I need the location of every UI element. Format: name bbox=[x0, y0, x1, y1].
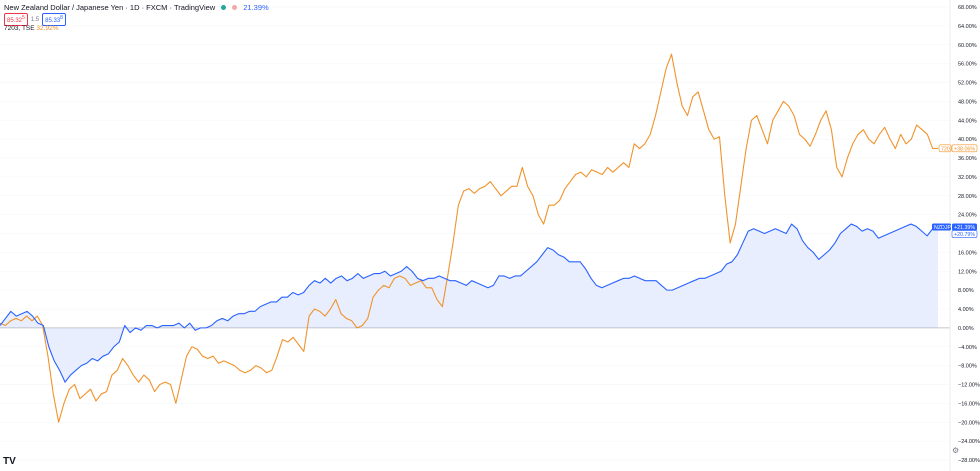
y-tick-label: 8.00% bbox=[958, 288, 974, 294]
settings-icon[interactable]: ⚙ bbox=[952, 446, 960, 455]
toyota-value-tag-text: +38.06% bbox=[954, 146, 975, 152]
y-tick-label: 0.00% bbox=[958, 326, 974, 332]
nzdjpy-symbol-tag-text: NZDJPY bbox=[934, 225, 955, 231]
tradingview-logo-icon[interactable]: TV bbox=[3, 456, 16, 467]
y-tick-label: −12.00% bbox=[958, 383, 980, 389]
market-status-icon bbox=[221, 5, 227, 10]
y-tick-label: 56.00% bbox=[958, 62, 977, 68]
y-tick-label: 40.00% bbox=[958, 137, 977, 143]
nzdjpy-second-tag-text: +20.79% bbox=[954, 232, 975, 238]
chart-header: New Zealand Dollar / Japanese Yen · 1D ·… bbox=[4, 3, 269, 12]
y-tick-label: 36.00% bbox=[958, 156, 977, 162]
y-tick-label: 60.00% bbox=[958, 43, 977, 49]
y-tick-label: 68.00% bbox=[958, 5, 977, 11]
nzdjpy-symbol-tag: NZDJPY bbox=[932, 223, 955, 231]
series-line-nzdjpy bbox=[0, 223, 939, 383]
y-tick-label: 24.00% bbox=[958, 213, 977, 219]
y-axis: 68.00% 64.00% 60.00% 56.00% 52.00% 48.00% 44.0… bbox=[958, 5, 980, 464]
y-tick-label: −20.00% bbox=[958, 420, 980, 426]
grid bbox=[0, 6, 950, 461]
symbol-change: 21.39% bbox=[243, 3, 269, 12]
y-tick-label: 48.00% bbox=[958, 99, 977, 105]
y-tick-label: 52.00% bbox=[958, 81, 977, 87]
toyota-value-tag: +38.06% bbox=[951, 144, 978, 152]
trade-buttons: 85.325 1.5 85.338 bbox=[4, 13, 66, 26]
toyota-symbol-tag: 7203 bbox=[938, 144, 953, 152]
compare-change: 32.92% bbox=[36, 25, 59, 32]
nzdjpy-value-tag-text: +21.39% bbox=[954, 225, 975, 231]
y-tick-label: −16.00% bbox=[958, 401, 980, 407]
y-tick-label: 64.00% bbox=[958, 24, 977, 30]
y-tick-label: 4.00% bbox=[958, 307, 974, 313]
y-tick-label: 32.00% bbox=[958, 175, 977, 181]
y-tick-label: 44.00% bbox=[958, 118, 977, 124]
buy-button[interactable]: 85.338 bbox=[42, 13, 66, 26]
nzdjpy-second-tag: +20.79% bbox=[951, 230, 978, 238]
y-tick-label: −4.00% bbox=[958, 345, 977, 351]
compare-legend[interactable]: 7203, TSE 32.92% bbox=[4, 25, 58, 32]
sell-button[interactable]: 85.325 bbox=[4, 13, 28, 26]
y-tick-label: −24.00% bbox=[958, 439, 980, 445]
data-source-icon bbox=[232, 5, 238, 10]
symbol-title[interactable]: New Zealand Dollar / Japanese Yen · 1D ·… bbox=[4, 3, 216, 12]
price-tags: NZDJPY +21.39%+20.79% 7203 +38.06% bbox=[932, 144, 978, 238]
y-tick-label: −28.00% bbox=[958, 458, 980, 464]
y-tick-label: 16.00% bbox=[958, 250, 977, 256]
toyota-symbol-tag-text: 7203 bbox=[941, 146, 953, 152]
nzdjpy-area-fill bbox=[0, 224, 938, 383]
y-tick-label: 12.00% bbox=[958, 269, 977, 275]
y-tick-label: 28.00% bbox=[958, 194, 977, 200]
nzdjpy-value-tag: +21.39% bbox=[952, 223, 977, 231]
y-tick-label: −8.00% bbox=[958, 364, 977, 370]
spread: 1.5 bbox=[30, 16, 40, 23]
series-line-7203 bbox=[0, 53, 939, 423]
compare-symbol: 7203, TSE bbox=[4, 25, 35, 32]
